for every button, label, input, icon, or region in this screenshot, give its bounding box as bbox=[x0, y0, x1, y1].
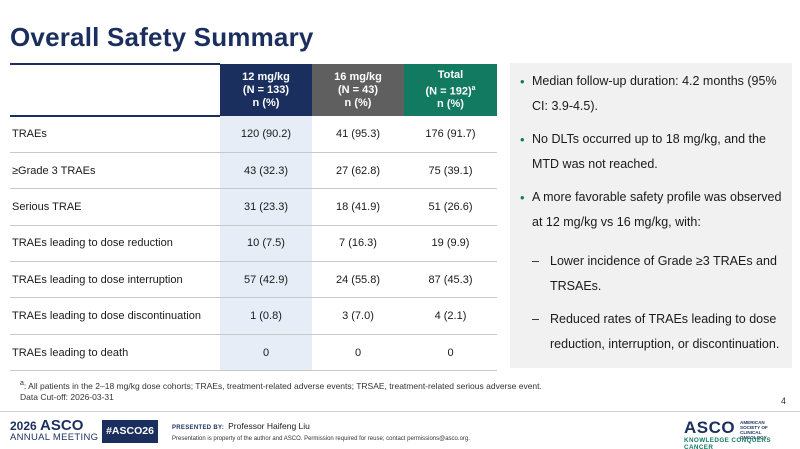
header-dose-label: 12 mg/kg bbox=[242, 70, 290, 83]
presenter-name: Professor Haifeng Liu bbox=[228, 421, 310, 431]
asco-logo-text: ASCO bbox=[684, 418, 736, 437]
presented-by: PRESENTED BY: Professor Haifeng Liu bbox=[172, 421, 310, 431]
row-value: 43 (32.3) bbox=[220, 152, 312, 190]
property-notice: Presentation is property of the author a… bbox=[172, 436, 470, 442]
row-value: 75 (39.1) bbox=[404, 152, 497, 190]
table-row: ≥Grade 3 TRAEs 43 (32.3) 27 (62.8) 75 (39.1… bbox=[10, 152, 497, 190]
table-row: TRAEs leading to death 0 0 0 bbox=[10, 334, 497, 372]
sub-bullet-text: Lower incidence of Grade ≥3 TRAEs and TR… bbox=[550, 254, 777, 293]
header-unit-label: n (%) bbox=[344, 96, 372, 109]
summary-bullet: • Median follow-up duration: 4.2 months (… bbox=[520, 69, 784, 119]
page-number: 4 bbox=[780, 396, 786, 406]
row-value: 27 (62.8) bbox=[312, 152, 404, 190]
row-label: TRAEs leading to dose reduction bbox=[10, 225, 220, 263]
row-value: 18 (41.9) bbox=[312, 188, 404, 226]
table-row: TRAEs leading to dose reduction 10 (7.5) 7… bbox=[10, 225, 497, 263]
footnote-text: : All patients in the 2–18 mg/kg dose co… bbox=[23, 380, 542, 391]
row-label: TRAEs leading to dose discontinuation bbox=[10, 297, 220, 335]
row-value: 120 (90.2) bbox=[220, 116, 312, 153]
row-value: 0 bbox=[404, 334, 497, 372]
dash-icon: – bbox=[532, 312, 539, 326]
row-value: 10 (7.5) bbox=[220, 225, 312, 263]
bullet-dot-icon: • bbox=[520, 190, 525, 205]
sub-bullet-text: Reduced rates of TRAEs leading to dose r… bbox=[550, 312, 780, 351]
row-label: Serious TRAE bbox=[10, 188, 220, 226]
hashtag-badge: #ASCO26 bbox=[102, 420, 158, 443]
row-value: 4 (2.1) bbox=[404, 297, 497, 335]
bullet-dot-icon: • bbox=[520, 132, 525, 147]
table-row: TRAEs leading to dose interruption 57 (42… bbox=[10, 261, 497, 299]
summary-sub-bullet: – Lower incidence of Grade ≥3 TRAEs and T… bbox=[520, 249, 784, 299]
row-value: 41 (95.3) bbox=[312, 116, 404, 153]
header-n-label: (N = 43) bbox=[337, 83, 379, 96]
meeting-logo: 2026 ASCO ANNUAL MEETING bbox=[10, 417, 99, 443]
society-line: CLINICAL ONCOLOGY bbox=[740, 430, 767, 440]
row-label: TRAEs leading to death bbox=[10, 334, 220, 372]
table-row: TRAEs leading to dose discontinuation 1 (… bbox=[10, 297, 497, 335]
presented-by-label: PRESENTED BY: bbox=[172, 425, 225, 431]
row-label: ≥Grade 3 TRAEs bbox=[10, 152, 220, 190]
society-line: AMERICAN SOCIETY OF bbox=[740, 420, 768, 430]
row-label: TRAEs bbox=[10, 116, 220, 153]
row-value: 176 (91.7) bbox=[404, 116, 497, 153]
row-value: 1 (0.8) bbox=[220, 297, 312, 335]
header-dose-label: Total bbox=[437, 68, 464, 81]
summary-sub-bullet: – Reduced rates of TRAEs leading to dose … bbox=[520, 307, 784, 357]
bullet-text: Median follow-up duration: 4.2 months (9… bbox=[532, 74, 777, 113]
dash-icon: – bbox=[532, 254, 539, 268]
table-row: Serious TRAE 31 (23.3) 18 (41.9) 51 (26.6) bbox=[10, 188, 497, 226]
header-unit-label: n (%) bbox=[437, 98, 464, 111]
safety-table: 12 mg/kg (N = 133) n (%) 16 mg/kg (N = 4… bbox=[10, 63, 497, 372]
row-value: 0 bbox=[220, 334, 312, 372]
summary-bullet: • A more favorable safety profile was obs… bbox=[520, 185, 784, 235]
slide-title: Overall Safety Summary bbox=[10, 22, 314, 52]
row-label: TRAEs leading to dose interruption bbox=[10, 261, 220, 299]
header-16mgkg: 16 mg/kg (N = 43) n (%) bbox=[312, 64, 404, 116]
header-unit-label: n (%) bbox=[252, 96, 280, 109]
data-cutoff: Data Cut-off: 2026-03-31 bbox=[20, 392, 114, 402]
footnote-a: a: All patients in the 2–18 mg/kg dose c… bbox=[20, 380, 542, 391]
table-row: TRAEs 120 (90.2) 41 (95.3) 176 (91.7) bbox=[10, 116, 497, 153]
header-dose-label: 16 mg/kg bbox=[334, 70, 382, 83]
header-total: Total (N = 192)a n (%) bbox=[404, 64, 497, 116]
row-value: 19 (9.9) bbox=[404, 225, 497, 263]
footnote-marker: a bbox=[471, 84, 476, 92]
meeting-year: 2026 bbox=[10, 419, 37, 433]
bullet-text: A more favorable safety profile was obse… bbox=[532, 190, 782, 229]
row-value: 3 (7.0) bbox=[312, 297, 404, 335]
table-header-row: 12 mg/kg (N = 133) n (%) 16 mg/kg (N = 4… bbox=[10, 63, 497, 117]
summary-bullet: • No DLTs occurred up to 18 mg/kg, and th… bbox=[520, 127, 784, 177]
header-n-label: (N = 133) bbox=[242, 83, 290, 96]
footnote-marker: a bbox=[20, 380, 24, 387]
asco-logo: ASCO AMERICAN SOCIETY OF CLINICAL ONCOLOG… bbox=[684, 418, 786, 449]
header-12mgkg: 12 mg/kg (N = 133) n (%) bbox=[220, 64, 312, 116]
row-value: 57 (42.9) bbox=[220, 261, 312, 299]
bullet-dot-icon: • bbox=[520, 74, 525, 89]
meeting-subtitle: ANNUAL MEETING bbox=[10, 432, 99, 443]
header-blank-cell bbox=[10, 63, 220, 117]
row-value: 24 (55.8) bbox=[312, 261, 404, 299]
meeting-name: ASCO bbox=[40, 417, 84, 434]
row-value: 51 (26.6) bbox=[404, 188, 497, 226]
asco-society-text: AMERICAN SOCIETY OF CLINICAL ONCOLOGY bbox=[740, 420, 786, 440]
row-value: 0 bbox=[312, 334, 404, 372]
row-value: 7 (16.3) bbox=[312, 225, 404, 263]
header-n-text: (N = 192) bbox=[425, 85, 472, 98]
summary-panel: • Median follow-up duration: 4.2 months (… bbox=[510, 63, 792, 368]
footer-bar: 2026 ASCO ANNUAL MEETING #ASCO26 PRESENT… bbox=[0, 411, 800, 449]
row-value: 87 (45.3) bbox=[404, 261, 497, 299]
bullet-text: No DLTs occurred up to 18 mg/kg, and the… bbox=[532, 132, 766, 171]
header-n-label: (N = 192)a bbox=[408, 82, 493, 99]
asco-tagline: KNOWLEDGE CONQUERS CANCER bbox=[684, 437, 771, 449]
row-value: 31 (23.3) bbox=[220, 188, 312, 226]
